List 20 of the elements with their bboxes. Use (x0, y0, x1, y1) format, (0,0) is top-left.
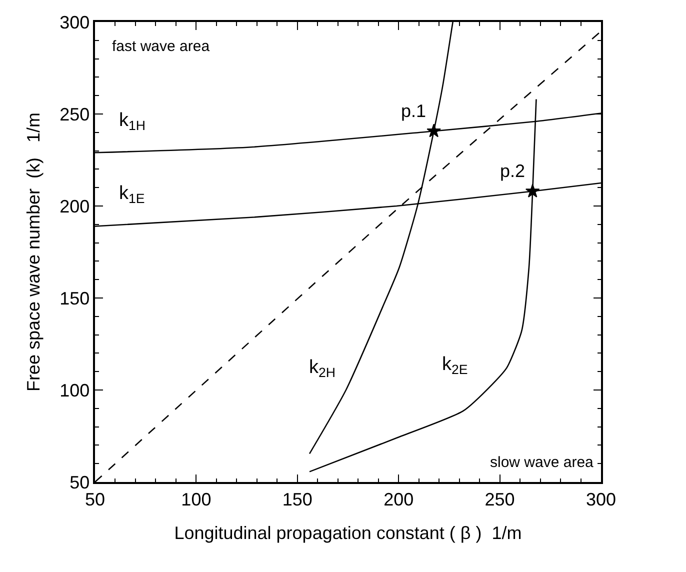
series-label: k$_{2E}$ (442, 354, 468, 377)
y-tick-label: 200 (60, 196, 90, 216)
series-label: k$_{1H}$ (119, 110, 146, 133)
annotation: fast wave area (112, 38, 210, 55)
y-tick-label: 150 (60, 288, 90, 308)
y-tick-label: 100 (60, 380, 90, 400)
x-tick-label: 250 (484, 489, 515, 510)
y-axis-title: Free space wave number (k) 1/m (23, 112, 44, 392)
x-tick-label: 200 (384, 489, 414, 510)
x-tick-label: 100 (181, 489, 212, 510)
series-label: k$_{1E}$ (119, 183, 145, 206)
x-axis-title: Longitudinal propagation constant ( β ) 1/m (174, 522, 522, 543)
series-label: k$_{2H}$ (309, 357, 336, 380)
y-tick-label: 250 (60, 104, 90, 124)
y-tick-label: 300 (60, 12, 90, 32)
x-tick-label: 150 (282, 489, 312, 510)
annotation: p.1 (401, 101, 426, 121)
annotation: p.2 (500, 161, 526, 181)
x-tick-label: 300 (586, 489, 616, 510)
annotation: slow wave area (490, 454, 594, 471)
